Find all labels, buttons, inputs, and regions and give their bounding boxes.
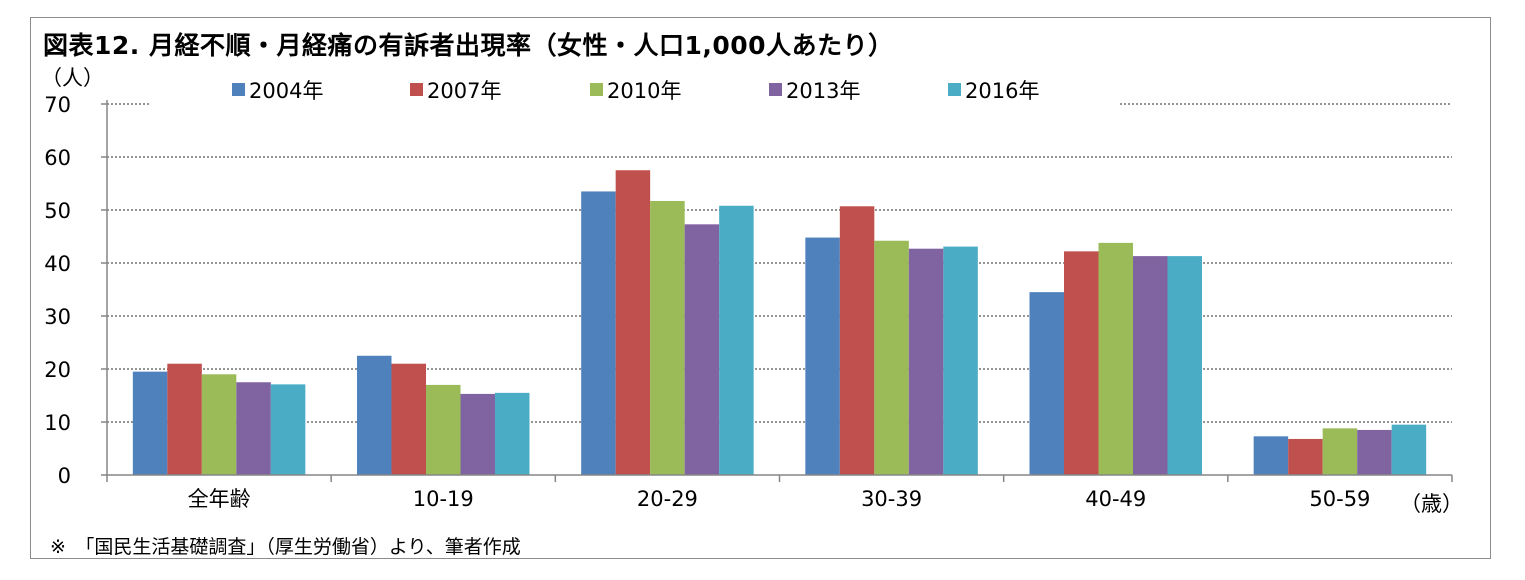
- bar: [357, 355, 392, 475]
- bar: [1064, 251, 1099, 475]
- bar: [874, 240, 909, 475]
- bar: [1322, 428, 1358, 475]
- x-tick-label: 10-19: [413, 487, 474, 511]
- bar: [426, 384, 461, 475]
- bar: [1167, 256, 1202, 475]
- y-tick-label: 50: [44, 199, 71, 223]
- bar: [391, 363, 426, 475]
- bar: [719, 205, 754, 475]
- y-tick-label: 30: [44, 305, 71, 329]
- bar: [805, 237, 840, 475]
- legend-label: 2013年: [786, 79, 860, 103]
- y-tick-label: 40: [44, 252, 71, 276]
- bar: [650, 200, 685, 476]
- y-tick-label: 0: [58, 464, 71, 488]
- bar: [132, 371, 168, 475]
- legend-label: 2016年: [965, 79, 1039, 103]
- bar: [1098, 242, 1133, 475]
- bar: [1357, 429, 1392, 475]
- x-tick-label: 40-49: [1085, 487, 1146, 511]
- bar: [839, 206, 875, 476]
- bar: [581, 191, 616, 475]
- legend-swatch: [590, 83, 603, 96]
- bar: [908, 248, 944, 475]
- chart-frame: [30, 17, 1491, 559]
- bar: [615, 170, 651, 475]
- legend-swatch: [410, 83, 423, 96]
- bar: [684, 224, 720, 475]
- chart-title: 図表12. 月経不順・月経痛の有訴者出現率（女性・人口1,000人あたり）: [43, 31, 894, 60]
- bar: [460, 393, 495, 475]
- bar: [1029, 292, 1064, 475]
- bar: [236, 382, 271, 475]
- bar: [943, 246, 978, 475]
- y-tick-label: 60: [44, 146, 71, 170]
- legend-label: 2010年: [607, 79, 681, 103]
- y-tick-label: 70: [44, 93, 71, 117]
- bar: [495, 392, 530, 475]
- x-tick-label: 30-39: [861, 487, 922, 511]
- legend-label: 2007年: [427, 79, 501, 103]
- legend-swatch: [769, 83, 782, 96]
- bar: [1133, 256, 1168, 475]
- y-axis-unit: （人）: [41, 66, 104, 90]
- x-tick-label: 20-29: [637, 487, 698, 511]
- x-axis-unit: （歳）: [1400, 492, 1463, 516]
- bar: [201, 374, 237, 475]
- legend-swatch: [232, 83, 245, 96]
- bar: [1253, 436, 1289, 475]
- bar: [167, 363, 202, 475]
- legend-label: 2004年: [249, 79, 323, 103]
- y-tick-label: 20: [44, 358, 71, 382]
- x-tick-label: 50-59: [1309, 487, 1370, 511]
- bar: [1288, 438, 1323, 475]
- legend-swatch: [948, 83, 961, 96]
- bar: [270, 384, 306, 475]
- source-footnote: ※ 「国民生活基礎調査」（厚生労働省）より、筆者作成: [50, 536, 521, 558]
- y-tick-label: 10: [44, 411, 71, 435]
- x-tick-label: 全年齢: [188, 487, 251, 511]
- bar: [1391, 424, 1427, 475]
